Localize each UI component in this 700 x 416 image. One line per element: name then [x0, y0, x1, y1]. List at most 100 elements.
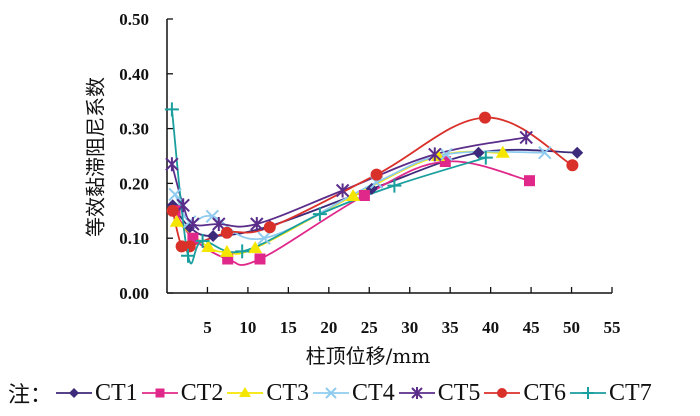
axes: 0.00 0.10 0.20 0.30 0.40 0.50 5 10 15 20 25 30 35 40 4… [119, 10, 620, 337]
star-marker-shape [212, 217, 226, 231]
data-point-ct6 [220, 226, 233, 239]
circle-marker-shape [566, 159, 579, 172]
legend-item-ct5: CT5 [397, 380, 483, 407]
plus-marker-shape [478, 150, 493, 165]
legend-swatch-marker [69, 388, 80, 398]
legend-swatch [570, 387, 607, 399]
circle-marker-shape [479, 111, 491, 124]
data-point-ct7 [195, 233, 210, 248]
data-point-ct5 [335, 183, 350, 198]
legend: 注： CT1 CT2 CT3 CT4 CT5 CT6 CT7 [8, 376, 654, 410]
data-point-ct7 [181, 248, 195, 263]
legend-label: CT7 [609, 379, 652, 406]
legend-item-ct2: CT2 [140, 380, 226, 407]
data-point-ct1 [472, 146, 485, 159]
legend-swatch-marker [582, 387, 595, 399]
circle-marker-shape [370, 168, 383, 181]
plus-marker-shape [312, 207, 327, 222]
x-tick-label: 30 [401, 318, 418, 337]
x-tick-label: 25 [361, 318, 378, 337]
diamond-marker-shape [207, 230, 220, 242]
data-point-ct2 [254, 253, 266, 265]
triangle-marker-shape [346, 189, 361, 201]
x-marker-shape [439, 147, 453, 162]
legend-swatch-marker [497, 388, 508, 398]
legend-item-ct7: CT7 [568, 380, 654, 407]
circle-marker-shape [220, 226, 233, 239]
y-tick-label: 0.20 [119, 174, 149, 193]
y-tick-label: 0.00 [119, 284, 149, 303]
circle-marker-shape [497, 388, 508, 398]
data-point-ct5 [176, 198, 190, 213]
square-marker-shape [187, 232, 199, 244]
legend-items: CT1 CT2 CT3 CT4 CT5 CT6 CT7 [54, 380, 654, 407]
x-marker-shape [538, 145, 552, 160]
data-point-ct5 [519, 130, 533, 145]
diamond-marker-shape [472, 146, 485, 159]
x-tick-label: 10 [239, 318, 256, 337]
data-point-ct2 [358, 190, 370, 201]
square-marker-shape [358, 190, 370, 201]
data-point-ct2 [222, 253, 234, 265]
plus-marker-shape [195, 233, 210, 248]
legend-item-ct1: CT1 [54, 380, 140, 407]
data-point-ct5 [428, 147, 442, 162]
diamond-marker-shape [69, 388, 80, 398]
legend-swatch [141, 388, 178, 398]
data-point-ct5 [212, 217, 226, 231]
star-marker-shape [428, 147, 442, 162]
diamond-marker-shape [571, 146, 584, 159]
x-marker-shape [325, 387, 337, 399]
data-point-ct6 [566, 159, 579, 172]
legend-label: CT1 [95, 379, 138, 406]
data-point-ct4 [439, 147, 453, 162]
data-point-ct6 [263, 221, 276, 234]
plus-marker-shape [164, 102, 179, 117]
triangle-marker-shape [219, 244, 234, 257]
legend-swatch [56, 388, 93, 398]
square-marker-shape [524, 175, 535, 187]
star-marker-shape [519, 130, 533, 145]
data-point-ct5 [250, 217, 264, 231]
triangle-marker-shape [248, 241, 263, 254]
data-point-ct5 [165, 157, 179, 172]
data-point-ct2 [439, 156, 451, 167]
data-point-ct1 [207, 230, 220, 242]
square-marker-shape [254, 253, 266, 265]
star-marker-shape [335, 183, 350, 198]
legend-swatch [484, 388, 521, 398]
chart: 0.00 0.10 0.20 0.30 0.40 0.50 5 10 15 20 25 30 35 40 4… [84, 10, 621, 368]
data-point-ct7 [235, 244, 250, 259]
triangle-marker-shape [169, 214, 184, 227]
legend-swatch [227, 387, 264, 397]
x-tick-label: 50 [563, 318, 580, 337]
circle-marker-shape [183, 240, 196, 253]
legend-swatch-marker [325, 387, 337, 399]
legend-label: CT6 [523, 379, 567, 406]
data-point-ct6 [166, 204, 179, 217]
legend-item-ct3: CT3 [225, 380, 311, 407]
data-point-ct4 [168, 187, 182, 202]
triangle-marker-shape [495, 145, 510, 158]
data-point-ct3 [201, 240, 216, 252]
data-point-ct2 [524, 175, 535, 187]
data-point-ct3 [248, 241, 263, 254]
series-line-ct7 [171, 109, 487, 265]
data-point-ct6 [183, 240, 196, 253]
x-tick-label: 5 [203, 318, 212, 337]
star-marker-shape [410, 387, 423, 399]
star-marker-shape [250, 217, 264, 231]
y-tick-label: 0.10 [119, 229, 149, 248]
data-point-ct5 [186, 217, 200, 231]
y-tick-label: 0.50 [119, 10, 149, 29]
data-point-ct1 [571, 146, 584, 159]
plus-marker-shape [235, 244, 250, 259]
data-point-ct3 [169, 214, 184, 227]
data-point-ct3 [495, 145, 510, 158]
legend-label: CT5 [437, 379, 481, 406]
data-point-ct6 [479, 111, 491, 124]
legend-swatch [398, 387, 435, 399]
x-axis-title: 柱顶位移/mm [306, 344, 431, 368]
x-tick-label: 15 [280, 318, 297, 337]
circle-marker-shape [263, 221, 276, 234]
